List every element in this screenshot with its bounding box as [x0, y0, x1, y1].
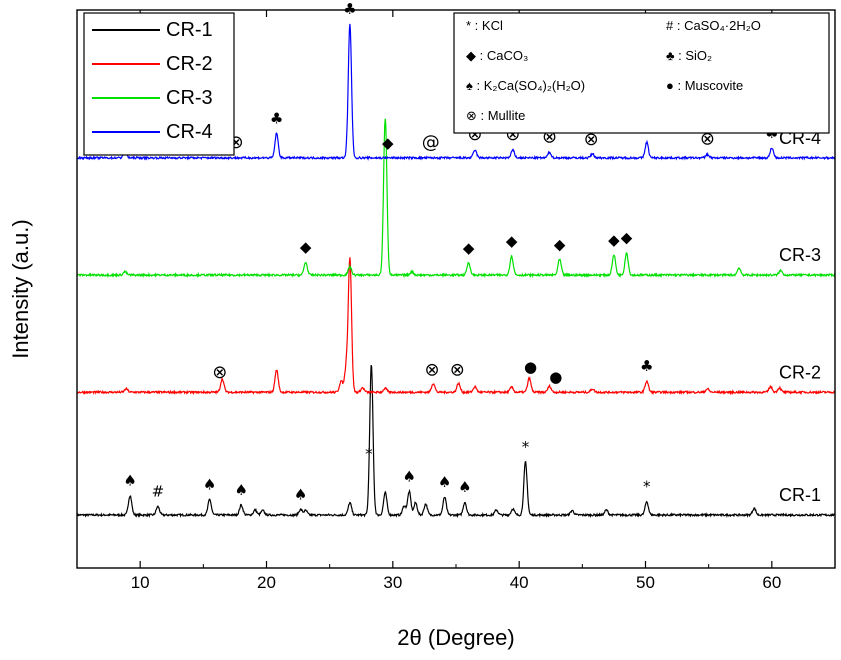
phase-marker: ◆: [506, 232, 518, 250]
phase-key: * : KCl # : CaSO₄·2H₂O ◆ : CaCO₃ ♣ : SiO₂ ♠ …: [453, 12, 830, 134]
phase-marker: ♠: [458, 478, 471, 496]
phase-marker: @: [422, 132, 440, 153]
phase-key-box: [453, 12, 830, 134]
legend-label-cr-3: CR-3: [166, 87, 213, 109]
phase-marker: ♠: [403, 467, 416, 485]
phase-marker: ♠: [203, 475, 216, 493]
series-label-cr-1: CR-1: [779, 485, 821, 505]
phase-marker: ⊗: [450, 360, 465, 381]
phase-key-entry: ⊗ : Mullite: [466, 108, 525, 123]
x-tick-label: 60: [762, 573, 781, 592]
phase-marker: *: [365, 445, 373, 463]
phase-marker: ⊗: [584, 129, 599, 150]
phase-key-entry: ♣ : SiO₂: [666, 48, 712, 63]
series-line-cr-4: [76, 23, 836, 161]
legend-label-cr-1: CR-1: [166, 19, 213, 41]
phase-marker: *: [522, 438, 530, 456]
phase-marker: ●: [524, 358, 537, 376]
phase-marker: ◆: [554, 235, 566, 253]
phase-key-entry: # : CaSO₄·2H₂O: [666, 18, 761, 33]
phase-marker: ◆: [608, 231, 620, 249]
phase-key-entry: ● : Muscovite: [666, 78, 743, 93]
series-label-cr-3: CR-3: [779, 245, 821, 265]
x-tick-label: 40: [510, 573, 529, 592]
phase-marker: ⊗: [424, 360, 439, 381]
plot-lines: [76, 23, 836, 519]
series-line-cr-2: [76, 257, 836, 396]
phase-key-entry: ♠ : K₂Ca(SO₄)₂(H₂O): [466, 78, 585, 93]
series-line-cr-1: [76, 364, 836, 519]
phase-marker: ♣: [640, 357, 653, 375]
legend: CR-1 CR-2 CR-3 CR-4: [83, 12, 235, 156]
phase-marker: ◆: [621, 229, 633, 247]
series-label-cr-2: CR-2: [779, 362, 821, 382]
phase-marker: *: [643, 478, 651, 496]
phase-marker: ♠: [235, 481, 248, 499]
legend-label-cr-2: CR-2: [166, 53, 213, 75]
phase-marker: ♣: [270, 109, 283, 127]
phase-marker: ♠: [294, 485, 307, 503]
phase-key-entry: ◆ : CaCO₃: [466, 48, 528, 63]
phase-marker: ◆: [382, 134, 394, 152]
x-tick-label: 10: [131, 573, 150, 592]
y-axis-title: Intensity (a.u.): [8, 219, 33, 358]
series-labels: CR-1CR-2CR-3CR-4: [779, 128, 821, 505]
phase-marker: ⊗: [212, 362, 227, 383]
x-tick-label: 30: [383, 573, 402, 592]
phase-marker: ♣: [343, 0, 356, 18]
phase-marker: ⊗: [700, 129, 715, 150]
x-axis-title: 2θ (Degree): [397, 625, 514, 650]
x-tick-label: 20: [257, 573, 276, 592]
x-tick-label: 50: [636, 573, 655, 592]
legend-label-cr-4: CR-4: [166, 121, 213, 143]
phase-key-entry: * : KCl: [466, 18, 503, 33]
phase-marker: ♠: [438, 473, 451, 491]
series-line-cr-3: [76, 118, 836, 279]
x-axis-ticks: 10 20 30 40 50 60: [76, 10, 836, 592]
phase-marker: #: [152, 483, 165, 501]
phase-marker: ◆: [463, 239, 475, 257]
phase-marker: ●: [549, 368, 562, 386]
phase-marker: ◆: [300, 238, 312, 256]
phase-marker: ♠: [123, 471, 136, 489]
